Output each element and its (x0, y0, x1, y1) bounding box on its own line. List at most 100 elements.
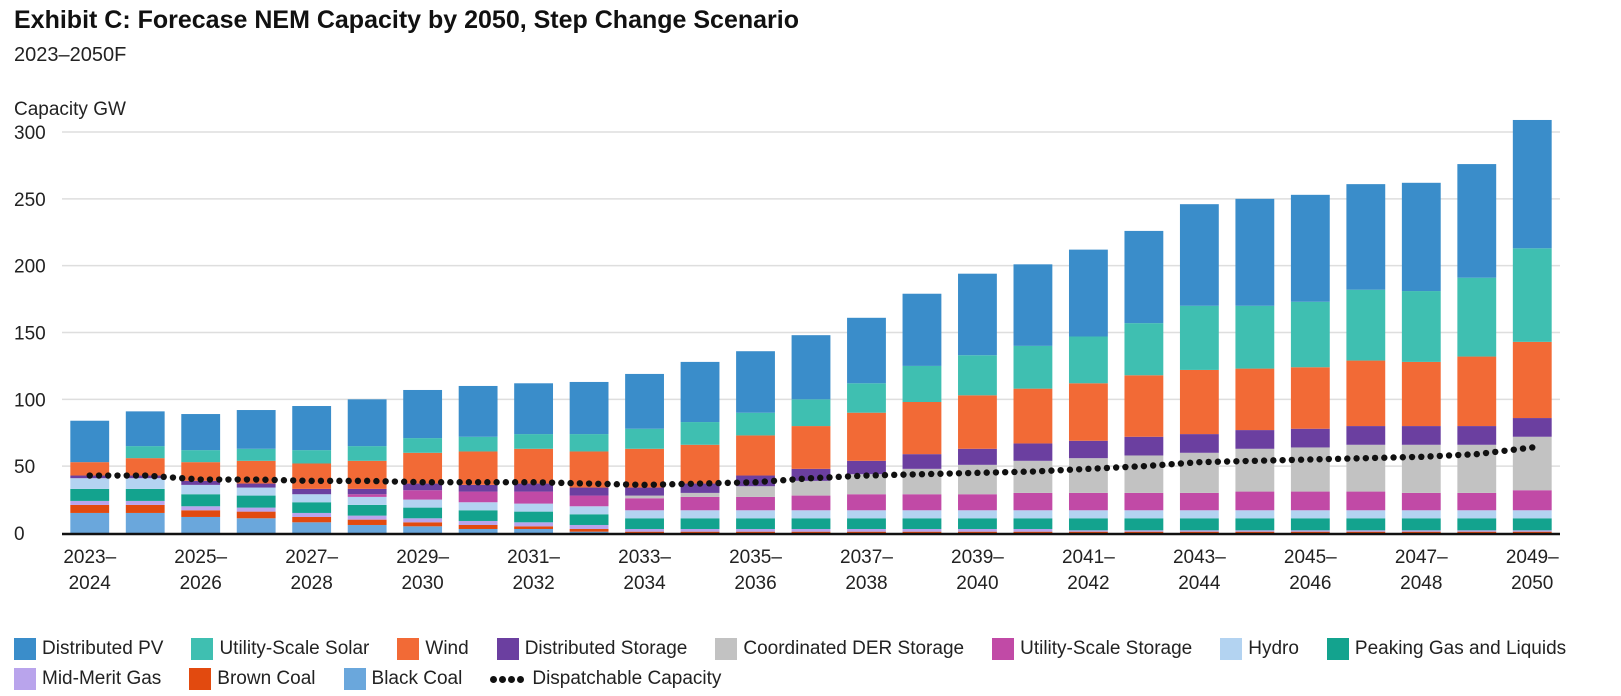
x-tick-label: 2046 (1289, 573, 1331, 594)
bar-segment (1457, 531, 1497, 533)
bar-segment (458, 528, 498, 533)
dispatchable-capacity-point (317, 477, 325, 485)
bar-segment (847, 317, 886, 384)
bar-segment (403, 526, 443, 533)
dispatchable-capacity-point (456, 479, 463, 486)
bar-segment (569, 524, 609, 529)
bar-segment (791, 510, 831, 519)
bar-segment (736, 435, 775, 476)
bar-segment (70, 462, 110, 476)
dispatchable-capacity-point (160, 473, 167, 481)
bar-segment (1512, 119, 1552, 249)
dispatchable-capacity-point (1529, 444, 1536, 451)
bar-segment (1457, 426, 1497, 445)
bar-segment (70, 420, 110, 463)
bar-segment (1124, 436, 1164, 456)
legend-label: Distributed Storage (524, 638, 688, 659)
bar-segment (902, 494, 942, 511)
dispatchable-capacity-point (1455, 451, 1462, 459)
dispatchable-capacity-point (280, 477, 288, 484)
dispatchable-capacity-point (95, 472, 103, 479)
x-tick-label: 2038 (845, 573, 887, 594)
bar-segment (736, 351, 775, 413)
dispatchable-capacity-point (1112, 464, 1120, 471)
bar-segment (403, 518, 443, 523)
bar-segment (1346, 518, 1386, 531)
bar-segment (680, 528, 720, 532)
dispatchable-capacity-point (1260, 457, 1268, 464)
bar-segment (347, 488, 387, 495)
bar-segment (458, 510, 498, 521)
x-tick-label: 2027– (285, 547, 338, 568)
dispatchable-capacity-point (928, 470, 935, 478)
dispatchable-capacity-point (1131, 463, 1138, 470)
dispatchable-capacity-point (715, 479, 722, 487)
dispatchable-capacity-point (974, 469, 981, 477)
x-tick-label: 2041– (1062, 547, 1115, 568)
legend-label: Hydro (1248, 638, 1299, 659)
dispatchable-capacity-point (955, 470, 963, 477)
bar-segment (958, 395, 997, 449)
bar-segment (1401, 531, 1441, 533)
bar-segment (736, 528, 775, 532)
bar-segment (403, 522, 443, 527)
dispatchable-capacity-point (891, 471, 898, 479)
bar-segment (1512, 341, 1552, 419)
dispatchable-capacity-point (1297, 456, 1305, 463)
bar-segment (1068, 458, 1108, 493)
bar-segment (1512, 510, 1552, 519)
legend-item: Black Coal (343, 668, 462, 690)
x-tick-label: 2024 (69, 573, 112, 594)
x-tick-label: 2035– (729, 547, 782, 568)
x-tick-label: 2043– (1173, 547, 1226, 568)
dispatchable-capacity-point (780, 477, 787, 484)
bar-segment (125, 478, 165, 489)
bar-segment (347, 504, 387, 516)
bar-segment (347, 519, 387, 525)
bar-segment (847, 518, 886, 529)
dispatchable-capacity-point (336, 477, 343, 485)
y-tick-label: 50 (14, 457, 35, 478)
dispatchable-capacity-point (225, 476, 232, 483)
bar-segment (958, 355, 997, 396)
bar-segment (1068, 530, 1108, 532)
dispatchable-capacity-point (1501, 447, 1508, 454)
y-tick-label: 0 (14, 524, 25, 545)
dispatchable-capacity-point (215, 476, 223, 483)
bar-segment (514, 491, 554, 504)
dispatchable-capacity-point (373, 477, 380, 485)
legend-label: Peaking Gas and Liquids (1354, 638, 1567, 659)
bar-segment (1068, 383, 1108, 441)
bar-segment (236, 487, 276, 496)
bar-segment (1013, 264, 1053, 346)
legend-swatch (14, 638, 36, 660)
dispatchable-capacity-point (132, 472, 140, 479)
dispatchable-capacity-point (105, 472, 112, 479)
bar-segment (181, 414, 221, 451)
dispatchable-capacity-point (909, 471, 916, 478)
bar-segment (236, 410, 276, 449)
legend-label: Distributed PV (42, 638, 164, 659)
dispatchable-capacity-point (1279, 456, 1286, 464)
dispatchable-capacity-point (632, 481, 639, 488)
bar-segment (902, 528, 942, 532)
bar-segment (1013, 388, 1053, 444)
dispatchable-capacity-point (706, 480, 713, 487)
dispatchable-capacity-point (789, 476, 796, 483)
legend-label: Coordinated DER Storage (743, 638, 965, 659)
legend-item: Mid-Merit Gas (14, 668, 161, 690)
chart-title: Exhibit C: Forecase NEM Capacity by 2050… (14, 6, 799, 34)
bar-segment (902, 531, 942, 533)
dispatchable-capacity-point (1482, 449, 1490, 457)
bar-segment (1290, 530, 1330, 532)
bar-segment (1346, 444, 1386, 492)
legend-item: Hydro (1220, 638, 1299, 660)
dispatchable-capacity-point (299, 477, 306, 484)
dispatchable-capacity-point (761, 478, 768, 485)
dispatchable-capacity-point (1223, 458, 1231, 465)
bar-segment (292, 502, 332, 513)
dispatchable-capacity-point (1464, 451, 1471, 458)
dispatchable-capacity-point (604, 480, 611, 488)
x-tick-label: 2047– (1395, 547, 1448, 568)
bar-segment (1290, 447, 1330, 492)
